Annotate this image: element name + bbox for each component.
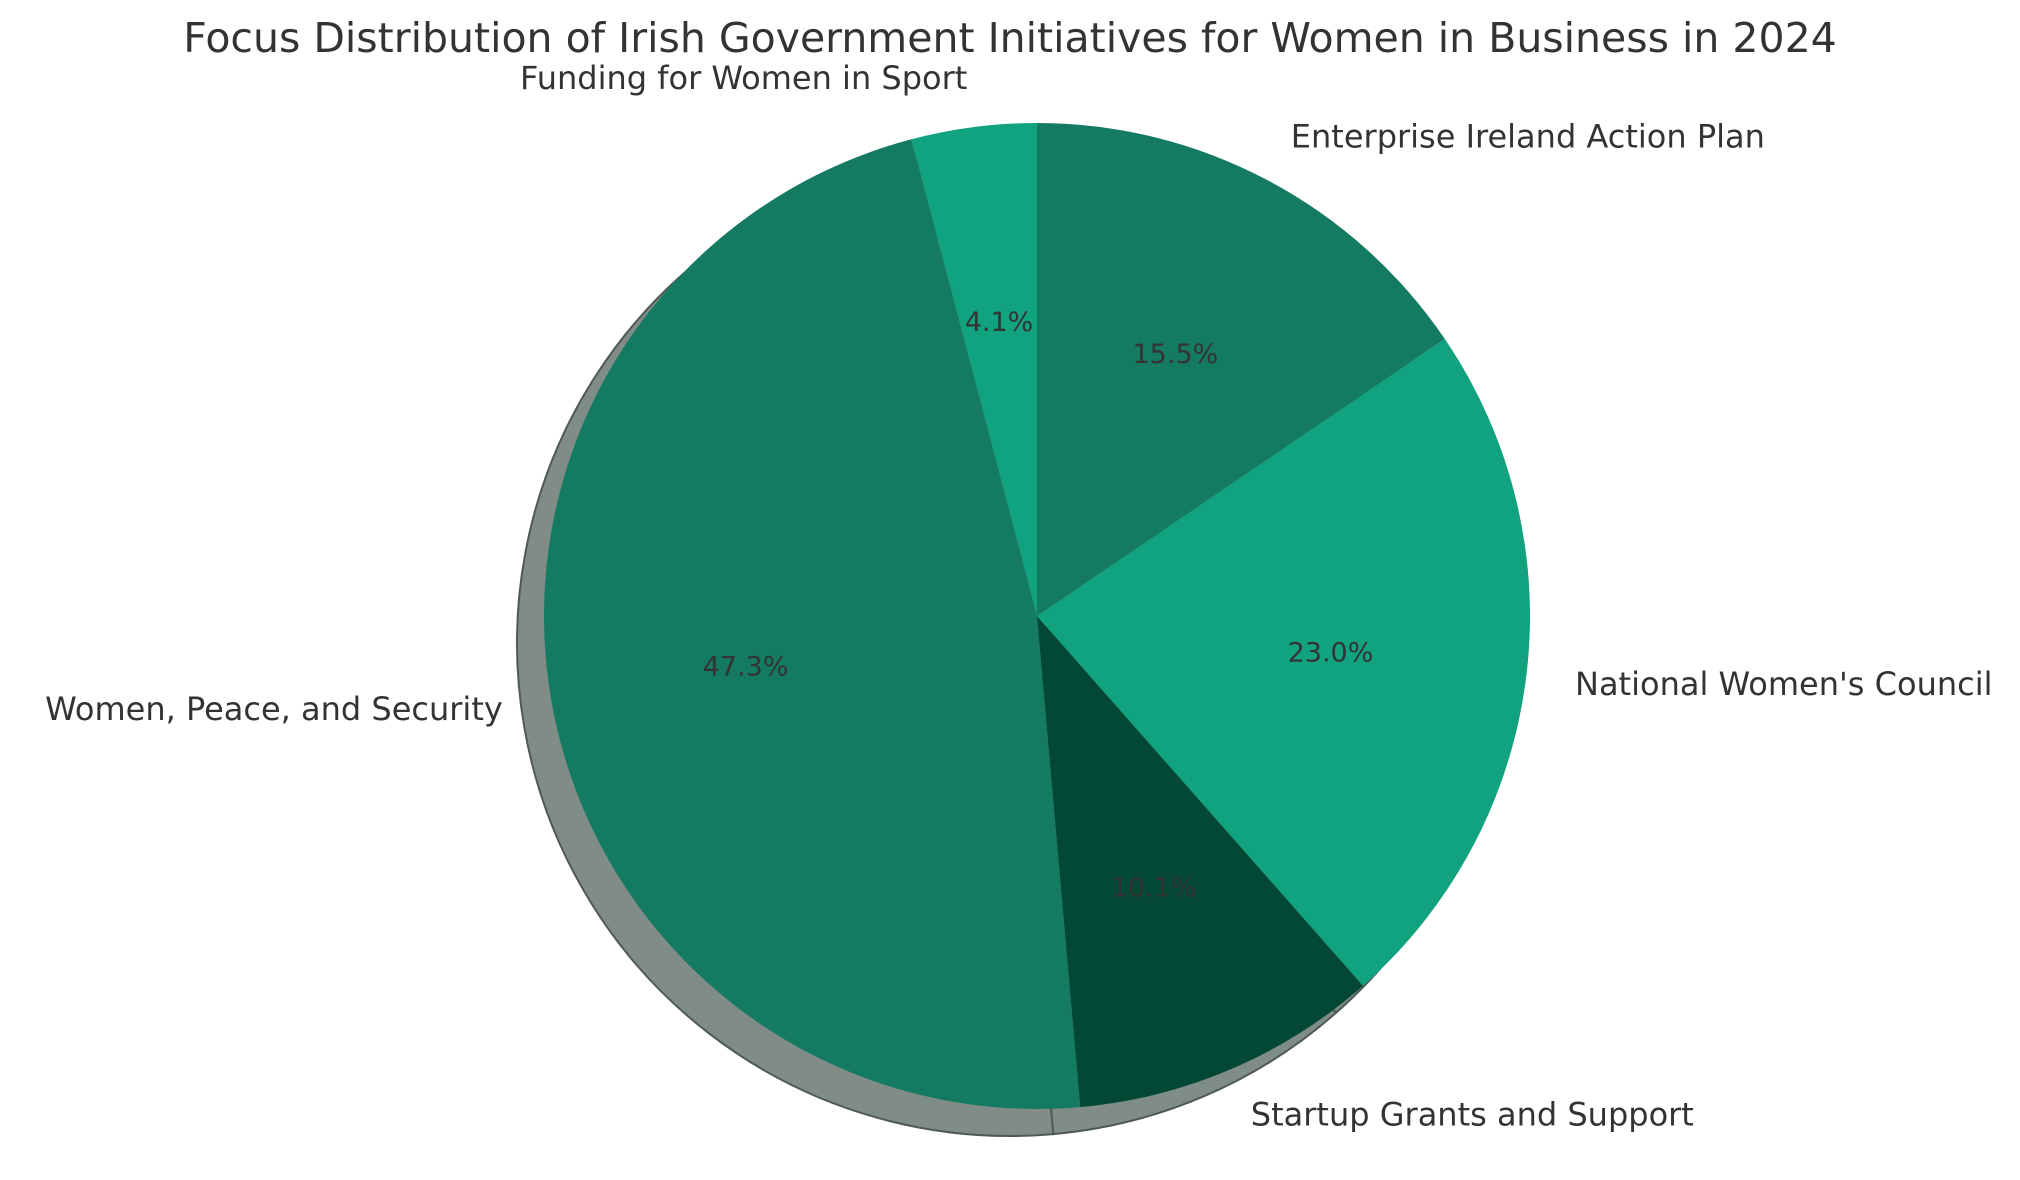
category-labels: Funding for Women in Sport Women, Peace, … — [45, 59, 1992, 1133]
pie-slice-funding-for-women-in-sport — [911, 123, 1037, 616]
percent-labels: 4.1% 47.3% 10.1% 23.0% 15.5% — [703, 307, 1374, 903]
category-label-funding-for-women-in-sport: Funding for Women in Sport — [520, 59, 967, 97]
percent-label-women-peace-and-security: 47.3% — [703, 651, 789, 682]
pie-slice-women-peace-and-security — [544, 139, 1081, 1109]
percent-label-enterprise-ireland-action-plan: 15.5% — [1133, 339, 1219, 370]
category-label-women-peace-and-security: Women, Peace, and Security — [45, 690, 503, 728]
percent-label-national-women-s-council: 23.0% — [1288, 638, 1374, 669]
percent-label-funding-for-women-in-sport: 4.1% — [965, 307, 1034, 338]
pie-slices — [544, 123, 1530, 1109]
percent-label-startup-grants-and-support: 10.1% — [1111, 872, 1197, 903]
pie-slice-national-women-s-council — [1037, 338, 1530, 986]
chart-title: Focus Distribution of Irish Government I… — [183, 14, 1837, 62]
category-label-startup-grants-and-support: Startup Grants and Support — [1251, 1095, 1694, 1133]
category-label-enterprise-ireland-action-plan: Enterprise Ireland Action Plan — [1291, 118, 1765, 156]
pie-slice-startup-grants-and-support — [1037, 616, 1364, 1108]
pie-slice-enterprise-ireland-action-plan — [1037, 123, 1445, 616]
category-label-national-women-s-council: National Women's Council — [1575, 665, 1993, 703]
